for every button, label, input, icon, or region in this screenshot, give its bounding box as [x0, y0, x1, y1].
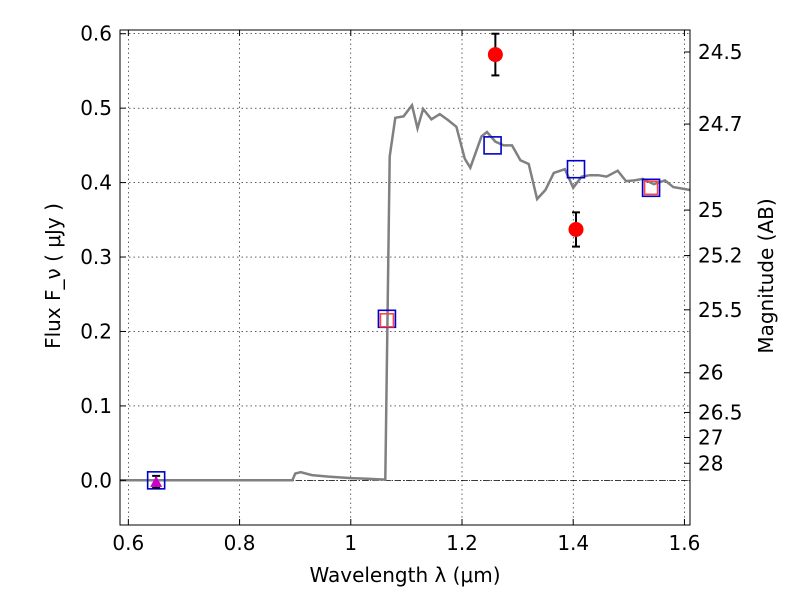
y-tick-label: 0.4 — [80, 171, 112, 195]
x-tick-label: 1.4 — [557, 531, 589, 555]
model-flux-square — [566, 159, 586, 179]
y2-tick-label: 24.7 — [698, 112, 743, 136]
upper-limit-triangle — [150, 475, 163, 487]
y-tick-label: 0.6 — [80, 22, 112, 46]
y2-tick-label: 25 — [698, 198, 723, 222]
x-tick-label: 0.6 — [112, 531, 144, 555]
y-tick-label: 0.2 — [80, 319, 112, 343]
y-tick-label: 0.0 — [80, 468, 112, 492]
series — [120, 32, 691, 490]
y-tick-label: 0.1 — [80, 394, 112, 418]
sed-model-line — [120, 102, 691, 482]
y2-tick-label: 28 — [698, 451, 723, 475]
y2-axis-title: Magnitude (AB) — [754, 198, 778, 353]
y-tick-label: 0.5 — [80, 96, 112, 120]
x-axis-ticks: 0.6 0.8 1 1.2 1.4 1.6 — [112, 30, 700, 555]
x-tick-label: 1 — [344, 531, 357, 555]
observed-flux-point — [568, 221, 584, 237]
y2-tick-label: 24.5 — [698, 40, 743, 64]
x-tick-label: 1.6 — [669, 531, 701, 555]
observed-flux-point — [487, 47, 503, 63]
y-axis-title: Flux F_ν ( μJy ) — [41, 203, 65, 349]
model-flux-square — [483, 136, 502, 155]
y2-tick-label: 26.5 — [698, 400, 743, 424]
model-flux-square — [641, 178, 661, 198]
model-flux-square — [379, 313, 395, 328]
x-tick-label: 1.2 — [446, 531, 478, 555]
x-tick-label: 0.8 — [224, 531, 256, 555]
x-axis-title: Wavelength λ (μm) — [309, 563, 500, 587]
y2-tick-label: 27 — [698, 426, 723, 450]
y-tick-label: 0.3 — [80, 245, 112, 269]
y2-tick-label: 25.2 — [698, 244, 743, 268]
y2-tick-label: 26 — [698, 361, 723, 385]
model-flux-square — [146, 471, 166, 490]
model-flux-square — [643, 180, 659, 196]
plot-frame — [119, 29, 691, 526]
y2-tick-label: 25.5 — [698, 298, 743, 322]
grid — [120, 30, 690, 525]
y-axis-ticks: 0.0 0.1 0.2 0.3 0.4 0.5 0.6 — [80, 22, 126, 492]
